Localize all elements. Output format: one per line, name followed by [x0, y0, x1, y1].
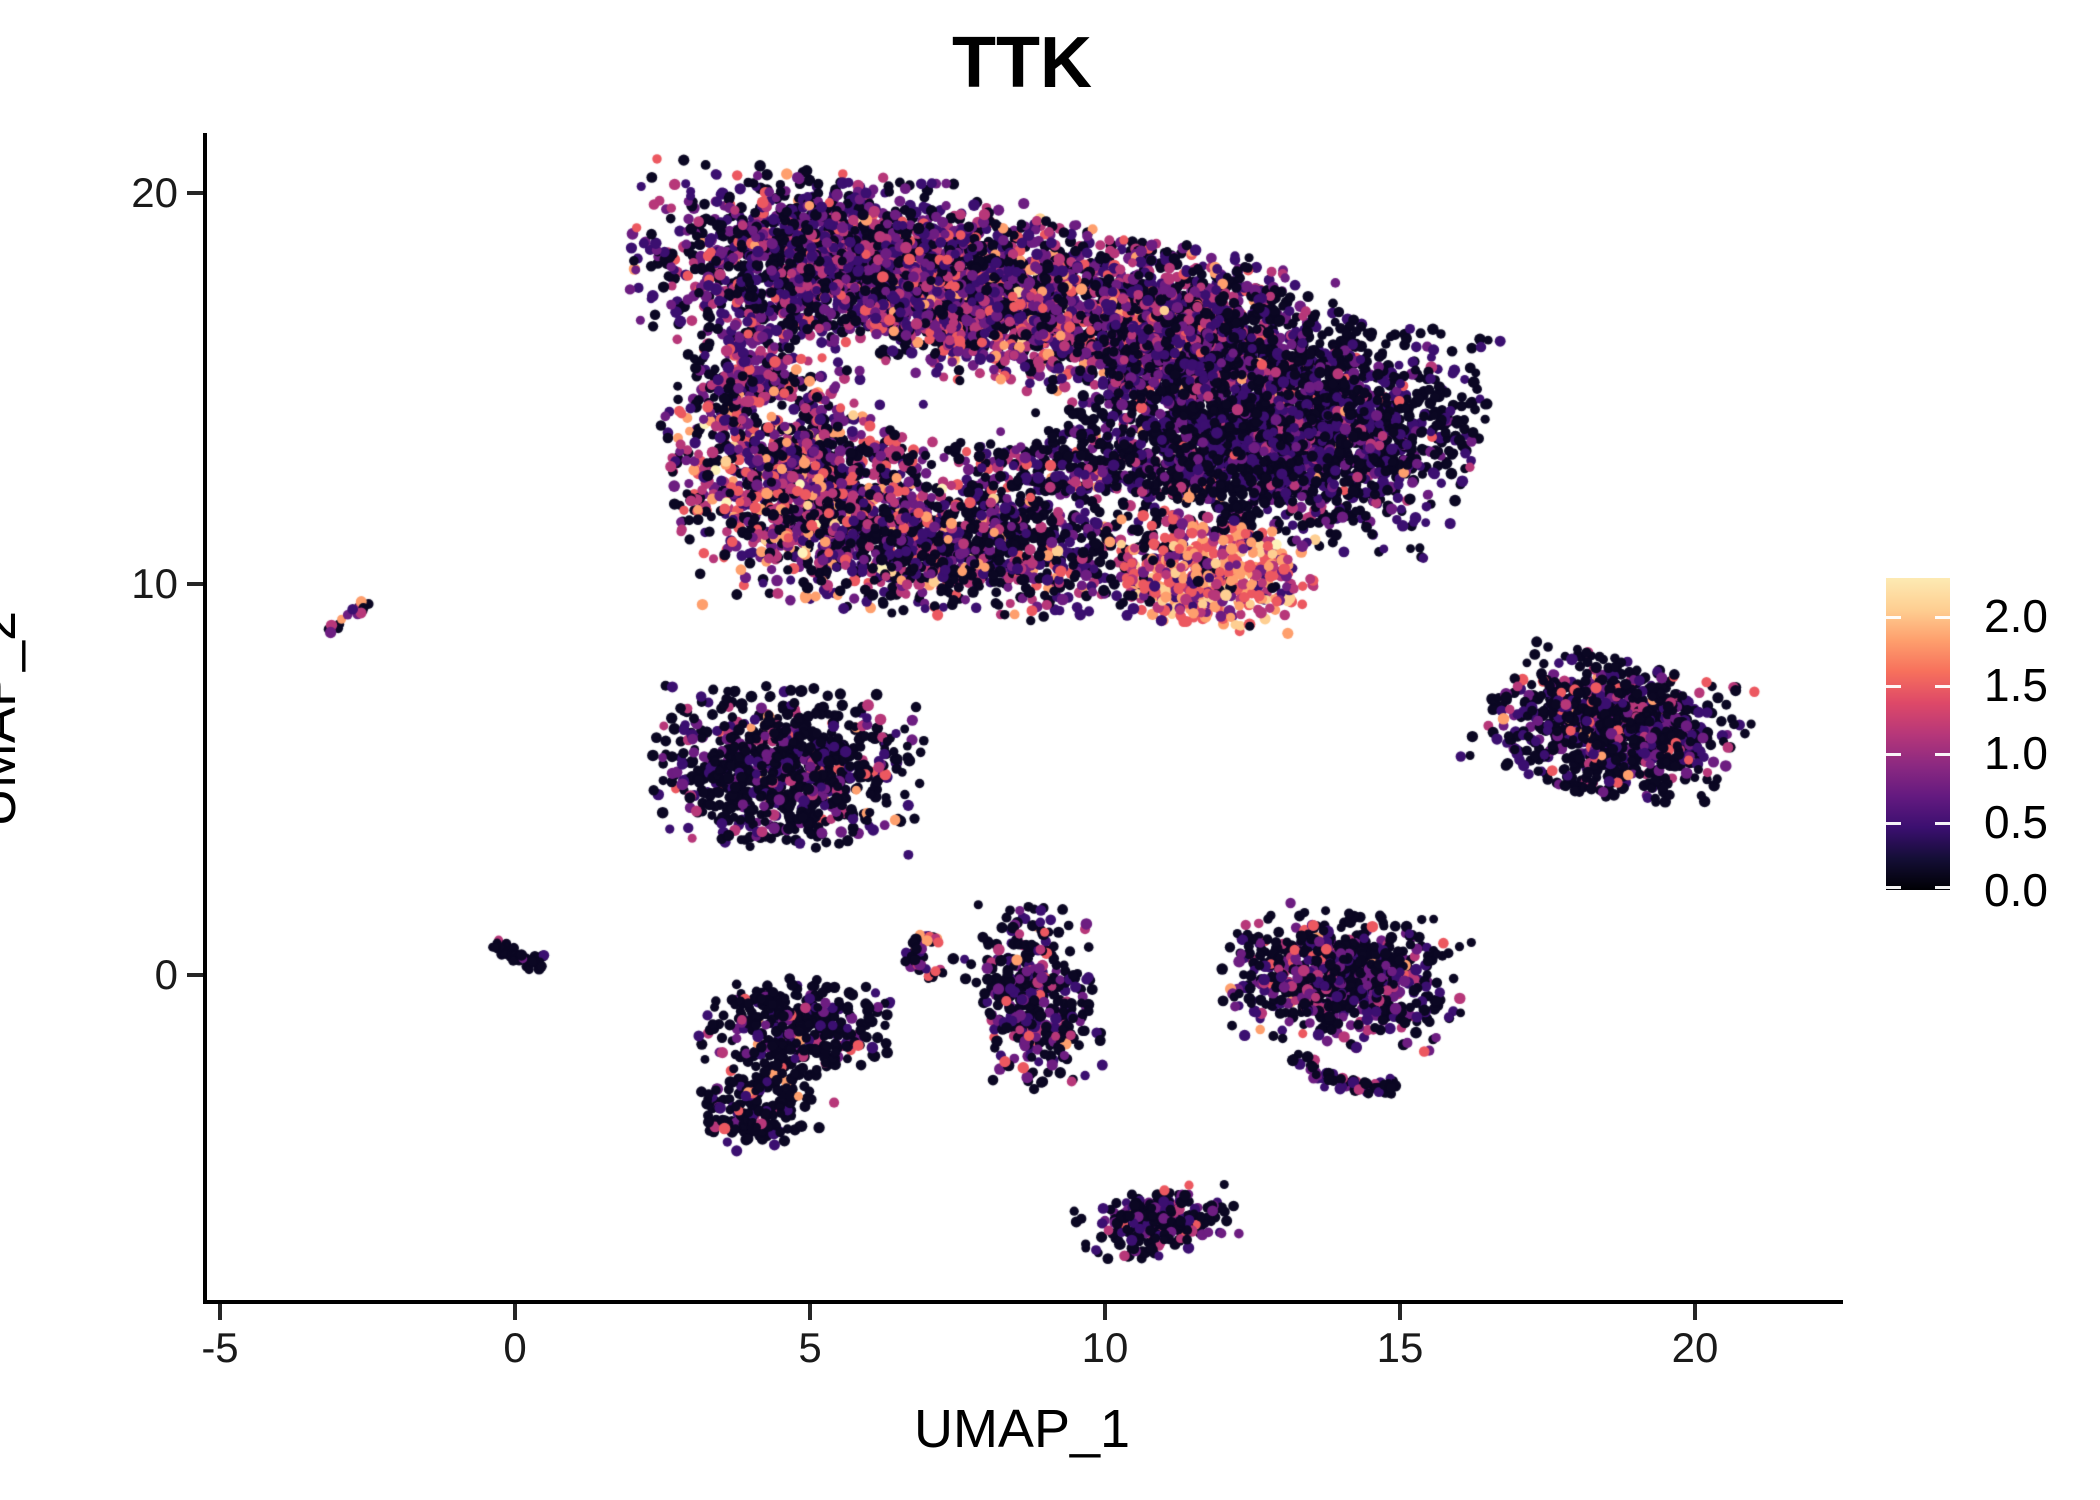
colorbar-tick-mark [1886, 821, 1901, 825]
x-tick-label: 10 [1081, 1324, 1129, 1371]
y-axis-line [203, 133, 207, 1304]
y-tick-mark [187, 973, 203, 977]
colorbar-tick-label: 0.5 [1984, 795, 2048, 848]
x-tick-mark [1398, 1304, 1402, 1320]
x-tick-label: 20 [1671, 1324, 1719, 1371]
x-tick-mark [1693, 1304, 1697, 1320]
x-axis-line [203, 1300, 1843, 1304]
y-tick-label: 20 [131, 169, 178, 216]
x-tick-label: -5 [201, 1324, 239, 1371]
x-tick-label: 5 [798, 1324, 822, 1371]
colorbar-tick-mark [1935, 821, 1950, 825]
colorbar-tick-mark [1935, 753, 1950, 757]
colorbar-tick-mark [1886, 886, 1901, 889]
colorbar-tick-label: 0.0 [1984, 864, 2048, 916]
colorbar-tick-mark [1935, 684, 1950, 688]
colorbar-tick-label: 2.0 [1984, 590, 2048, 643]
colorbar-tick-label: 1.5 [1984, 658, 2048, 711]
colorbar-tick-mark [1886, 616, 1901, 620]
x-tick-label: 15 [1376, 1324, 1424, 1371]
y-axis-title: UMAP_2 [0, 610, 27, 828]
colorbar-tick-mark [1886, 684, 1901, 688]
plot-title: TTK [952, 23, 1092, 103]
colorbar-tick-mark [1935, 886, 1950, 889]
x-tick-label: 0 [503, 1324, 527, 1371]
x-tick-mark [1103, 1304, 1107, 1320]
x-tick-mark [218, 1304, 222, 1320]
colorbar-tick-mark [1886, 753, 1901, 757]
colorbar-gradient [1886, 578, 1950, 890]
colorbar-tick-mark [1935, 616, 1950, 620]
x-tick-mark [808, 1304, 812, 1320]
x-axis-title: UMAP_1 [913, 1399, 1131, 1459]
colorbar-tick-label: 1.0 [1984, 727, 2048, 780]
expression-colorbar [1886, 578, 1950, 890]
y-tick-label: 10 [131, 560, 178, 607]
y-tick-mark [187, 582, 203, 586]
x-tick-mark [513, 1304, 517, 1320]
y-tick-mark [187, 191, 203, 195]
y-tick-label: 0 [154, 951, 178, 998]
